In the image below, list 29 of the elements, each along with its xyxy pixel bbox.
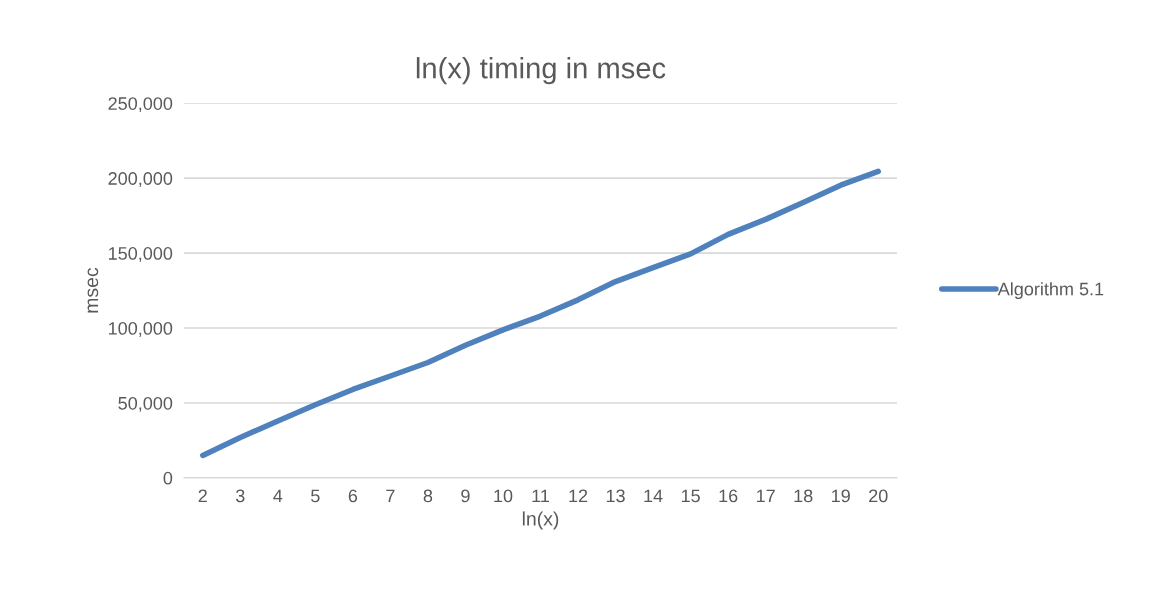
y-tick-label: 150,000 [109,247,173,262]
x-tick-label: 6 [348,489,358,503]
x-tick-label: 20 [869,489,888,503]
x-tick-label: 15 [681,489,700,503]
x-tick-label: 4 [273,489,283,503]
y-tick-label: 50,000 [118,396,173,412]
y-tick-label: 0 [163,471,173,485]
x-tick-label: 8 [423,489,433,503]
x-tick-label: 17 [756,489,775,503]
x-axis-title: ln(x) [522,511,559,530]
x-tick-label: 19 [832,489,850,503]
legend-label: Algorithm 5.1 [997,282,1104,299]
y-tick-label: 100,000 [109,321,173,337]
x-tick-label: 12 [569,489,588,503]
x-tick-label: 18 [794,489,813,503]
x-tick-label: 3 [235,489,245,503]
x-tick-label: 16 [719,489,738,503]
x-tick-label: 7 [386,489,395,503]
x-tick-label: 5 [311,489,320,503]
chart-title: ln(x) timing in msec [416,57,666,85]
x-tick-label: 13 [606,489,625,503]
y-axis-title: msec [87,267,99,313]
x-tick-label: 14 [644,489,663,503]
y-tick-label: 250,000 [108,97,173,113]
y-tick-label: 200,000 [108,172,173,188]
x-tick-label: 9 [461,489,470,503]
x-tick-label: 11 [532,489,549,503]
x-tick-label: 10 [494,489,513,503]
x-tick-label: 2 [198,489,207,503]
